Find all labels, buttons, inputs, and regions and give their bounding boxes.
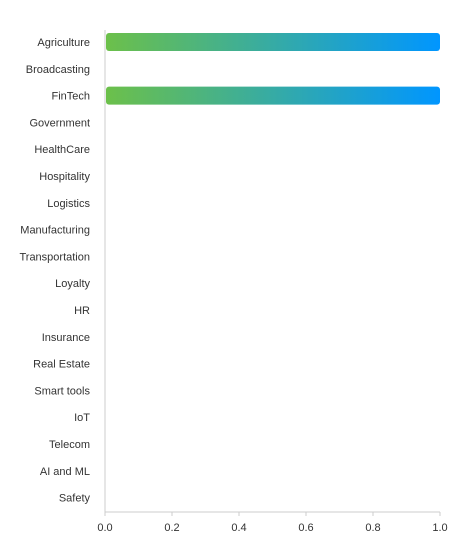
category-label: Hospitality (39, 171, 90, 183)
x-tick-label: 0.6 (298, 522, 313, 534)
category-label: Broadcasting (26, 64, 90, 76)
category-label: Agriculture (37, 37, 90, 49)
category-label: Real Estate (33, 359, 90, 371)
category-label: Smart tools (34, 385, 90, 397)
category-label: Safety (59, 493, 91, 505)
x-tick-label: 1.0 (432, 522, 447, 534)
category-label: Government (29, 117, 90, 129)
category-label: HR (74, 305, 90, 317)
category-label: Logistics (47, 198, 90, 210)
x-tick-label: 0.8 (365, 522, 380, 534)
category-label: AI and ML (40, 466, 90, 478)
bar (106, 86, 440, 105)
x-tick-label: 0.0 (97, 522, 112, 534)
category-label: IoT (74, 412, 90, 424)
category-label: Insurance (42, 332, 90, 344)
category-label: Manufacturing (20, 225, 90, 237)
x-tick-label: 0.4 (231, 522, 246, 534)
bar (106, 33, 440, 51)
category-label: HealthCare (34, 144, 90, 156)
x-tick-label: 0.2 (164, 522, 179, 534)
category-label: Telecom (49, 439, 90, 451)
category-label: FinTech (51, 91, 90, 103)
category-label: Transportation (19, 251, 90, 263)
category-label: Loyalty (55, 278, 90, 290)
